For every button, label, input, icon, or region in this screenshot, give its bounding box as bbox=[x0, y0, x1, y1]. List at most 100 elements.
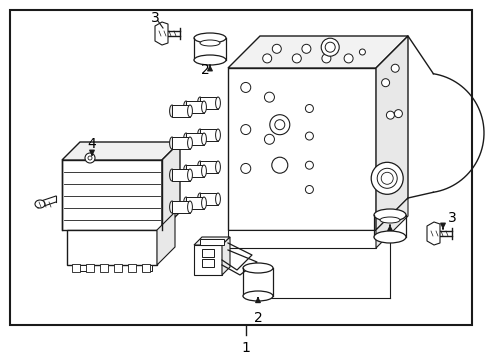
Circle shape bbox=[85, 153, 95, 163]
Circle shape bbox=[240, 125, 250, 135]
Text: 2: 2 bbox=[200, 63, 209, 77]
Ellipse shape bbox=[197, 97, 202, 109]
Circle shape bbox=[381, 172, 392, 184]
Ellipse shape bbox=[183, 133, 188, 145]
Bar bbox=[200, 239, 224, 245]
Polygon shape bbox=[185, 133, 203, 145]
Polygon shape bbox=[162, 142, 180, 230]
Circle shape bbox=[88, 156, 92, 160]
Bar bbox=[10, 10, 471, 325]
Polygon shape bbox=[185, 197, 203, 209]
Polygon shape bbox=[375, 198, 407, 248]
Ellipse shape bbox=[169, 201, 174, 213]
Polygon shape bbox=[172, 169, 190, 181]
Circle shape bbox=[264, 134, 274, 144]
Circle shape bbox=[272, 44, 281, 53]
Ellipse shape bbox=[201, 101, 206, 113]
Circle shape bbox=[301, 44, 310, 53]
Bar bbox=[142, 265, 152, 271]
Text: 1: 1 bbox=[241, 341, 250, 355]
Polygon shape bbox=[155, 22, 168, 45]
Ellipse shape bbox=[201, 165, 206, 177]
Polygon shape bbox=[227, 68, 375, 230]
Ellipse shape bbox=[201, 197, 206, 209]
Bar bbox=[202, 259, 214, 267]
Polygon shape bbox=[67, 230, 157, 265]
Circle shape bbox=[271, 157, 287, 173]
Bar bbox=[86, 264, 94, 272]
Circle shape bbox=[269, 115, 289, 135]
Text: 3: 3 bbox=[150, 11, 159, 25]
Circle shape bbox=[321, 54, 330, 63]
Circle shape bbox=[390, 64, 398, 72]
Circle shape bbox=[359, 49, 365, 55]
Ellipse shape bbox=[215, 161, 220, 173]
Ellipse shape bbox=[169, 137, 174, 149]
Text: 4: 4 bbox=[87, 137, 96, 151]
Circle shape bbox=[240, 82, 250, 93]
Polygon shape bbox=[194, 237, 229, 245]
Ellipse shape bbox=[169, 105, 174, 117]
Ellipse shape bbox=[200, 40, 220, 46]
Circle shape bbox=[274, 120, 284, 130]
Circle shape bbox=[370, 162, 403, 194]
Bar bbox=[128, 264, 136, 272]
Polygon shape bbox=[172, 137, 190, 149]
Circle shape bbox=[305, 132, 313, 140]
Polygon shape bbox=[200, 129, 218, 141]
Polygon shape bbox=[227, 36, 407, 68]
Bar bbox=[72, 264, 80, 272]
Polygon shape bbox=[185, 101, 203, 113]
Polygon shape bbox=[172, 201, 190, 213]
Polygon shape bbox=[426, 222, 439, 245]
Ellipse shape bbox=[215, 193, 220, 205]
Ellipse shape bbox=[201, 133, 206, 145]
Ellipse shape bbox=[215, 129, 220, 141]
Ellipse shape bbox=[373, 209, 405, 221]
Ellipse shape bbox=[187, 105, 192, 117]
Polygon shape bbox=[222, 237, 229, 275]
Bar bbox=[114, 264, 122, 272]
Ellipse shape bbox=[243, 263, 272, 273]
Circle shape bbox=[240, 163, 250, 174]
Polygon shape bbox=[200, 97, 218, 109]
Circle shape bbox=[305, 161, 313, 169]
Ellipse shape bbox=[215, 97, 220, 109]
Ellipse shape bbox=[197, 193, 202, 205]
Circle shape bbox=[305, 104, 313, 113]
Circle shape bbox=[305, 185, 313, 194]
Ellipse shape bbox=[187, 201, 192, 213]
Ellipse shape bbox=[187, 169, 192, 181]
Polygon shape bbox=[157, 212, 175, 265]
Ellipse shape bbox=[194, 55, 225, 65]
Polygon shape bbox=[227, 230, 375, 248]
Bar bbox=[202, 249, 214, 257]
Circle shape bbox=[394, 110, 402, 118]
Bar bbox=[100, 264, 108, 272]
Polygon shape bbox=[194, 245, 222, 275]
Circle shape bbox=[386, 111, 394, 119]
Ellipse shape bbox=[197, 161, 202, 173]
Ellipse shape bbox=[197, 129, 202, 141]
Circle shape bbox=[264, 92, 274, 102]
Circle shape bbox=[344, 54, 352, 63]
Bar bbox=[142, 264, 150, 272]
Ellipse shape bbox=[169, 169, 174, 181]
Ellipse shape bbox=[183, 165, 188, 177]
Ellipse shape bbox=[183, 101, 188, 113]
Text: 2: 2 bbox=[253, 311, 262, 325]
Polygon shape bbox=[62, 142, 180, 160]
Ellipse shape bbox=[183, 197, 188, 209]
Bar bbox=[77, 265, 87, 271]
Circle shape bbox=[376, 168, 396, 188]
Circle shape bbox=[325, 42, 334, 52]
Circle shape bbox=[262, 54, 271, 63]
Ellipse shape bbox=[373, 231, 405, 243]
Circle shape bbox=[292, 54, 301, 63]
Circle shape bbox=[321, 38, 339, 56]
Text: 3: 3 bbox=[447, 211, 455, 225]
Polygon shape bbox=[185, 165, 203, 177]
Ellipse shape bbox=[35, 200, 45, 208]
Polygon shape bbox=[172, 105, 190, 117]
Circle shape bbox=[381, 79, 389, 87]
